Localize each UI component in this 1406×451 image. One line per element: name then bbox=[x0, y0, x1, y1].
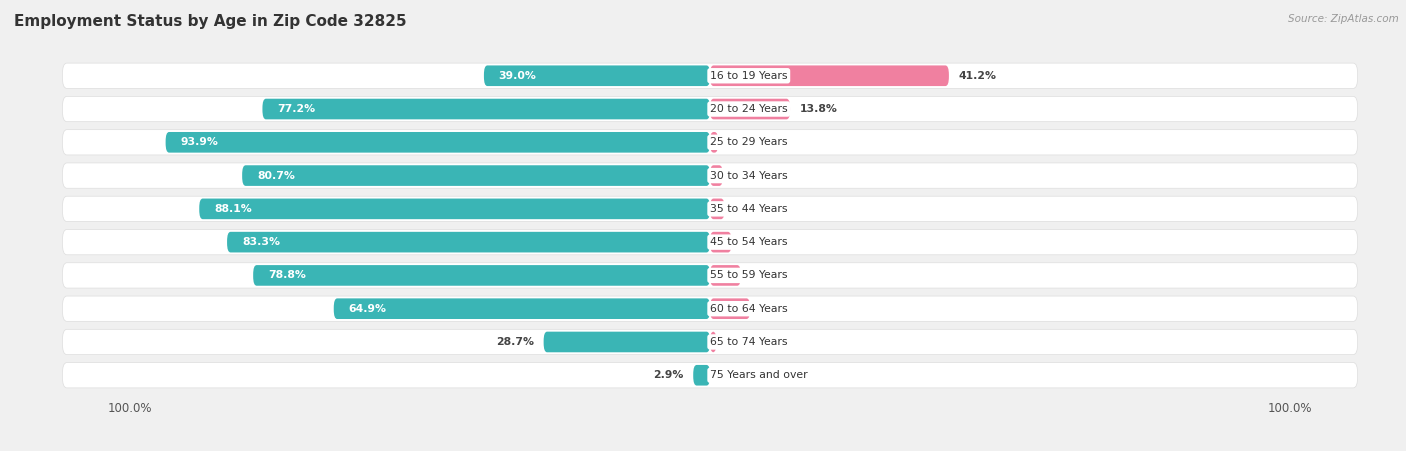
Text: 1.1%: 1.1% bbox=[727, 337, 756, 347]
Text: 2.9%: 2.9% bbox=[652, 370, 683, 380]
Text: 28.7%: 28.7% bbox=[496, 337, 534, 347]
FancyBboxPatch shape bbox=[710, 331, 717, 352]
FancyBboxPatch shape bbox=[484, 65, 710, 86]
FancyBboxPatch shape bbox=[62, 163, 1358, 188]
Text: 93.9%: 93.9% bbox=[180, 137, 218, 147]
Text: Source: ZipAtlas.com: Source: ZipAtlas.com bbox=[1288, 14, 1399, 23]
Text: 16 to 19 Years: 16 to 19 Years bbox=[710, 71, 787, 81]
Text: 20 to 24 Years: 20 to 24 Years bbox=[710, 104, 787, 114]
Text: 35 to 44 Years: 35 to 44 Years bbox=[710, 204, 787, 214]
FancyBboxPatch shape bbox=[200, 198, 710, 219]
FancyBboxPatch shape bbox=[62, 63, 1358, 88]
FancyBboxPatch shape bbox=[333, 299, 710, 319]
Text: 60 to 64 Years: 60 to 64 Years bbox=[710, 304, 787, 314]
Text: 5.3%: 5.3% bbox=[751, 271, 780, 281]
FancyBboxPatch shape bbox=[710, 165, 723, 186]
FancyBboxPatch shape bbox=[242, 165, 710, 186]
Text: 0.0%: 0.0% bbox=[720, 370, 751, 380]
Text: 3.7%: 3.7% bbox=[741, 237, 772, 247]
Text: 13.8%: 13.8% bbox=[800, 104, 838, 114]
Text: 39.0%: 39.0% bbox=[499, 71, 537, 81]
Text: 83.3%: 83.3% bbox=[242, 237, 280, 247]
Text: 65 to 74 Years: 65 to 74 Years bbox=[710, 337, 787, 347]
FancyBboxPatch shape bbox=[62, 329, 1358, 354]
FancyBboxPatch shape bbox=[710, 132, 718, 152]
Text: 64.9%: 64.9% bbox=[349, 304, 387, 314]
Text: 45 to 54 Years: 45 to 54 Years bbox=[710, 237, 787, 247]
FancyBboxPatch shape bbox=[263, 99, 710, 120]
FancyBboxPatch shape bbox=[166, 132, 710, 152]
Text: 41.2%: 41.2% bbox=[959, 71, 997, 81]
FancyBboxPatch shape bbox=[62, 196, 1358, 221]
Text: 77.2%: 77.2% bbox=[277, 104, 315, 114]
Text: 78.8%: 78.8% bbox=[269, 271, 307, 281]
Text: 55 to 59 Years: 55 to 59 Years bbox=[710, 271, 787, 281]
FancyBboxPatch shape bbox=[544, 331, 710, 352]
Text: Employment Status by Age in Zip Code 32825: Employment Status by Age in Zip Code 328… bbox=[14, 14, 406, 28]
Text: 25 to 29 Years: 25 to 29 Years bbox=[710, 137, 787, 147]
Text: 6.9%: 6.9% bbox=[759, 304, 790, 314]
Text: 2.5%: 2.5% bbox=[734, 204, 765, 214]
Text: 75 Years and over: 75 Years and over bbox=[710, 370, 807, 380]
FancyBboxPatch shape bbox=[62, 230, 1358, 255]
FancyBboxPatch shape bbox=[693, 365, 710, 386]
FancyBboxPatch shape bbox=[710, 198, 724, 219]
FancyBboxPatch shape bbox=[710, 232, 731, 253]
FancyBboxPatch shape bbox=[62, 129, 1358, 155]
FancyBboxPatch shape bbox=[62, 97, 1358, 122]
FancyBboxPatch shape bbox=[62, 263, 1358, 288]
FancyBboxPatch shape bbox=[710, 265, 741, 286]
Text: 1.4%: 1.4% bbox=[728, 137, 758, 147]
Text: 80.7%: 80.7% bbox=[257, 170, 295, 180]
FancyBboxPatch shape bbox=[62, 296, 1358, 322]
FancyBboxPatch shape bbox=[710, 299, 749, 319]
Text: 88.1%: 88.1% bbox=[214, 204, 252, 214]
FancyBboxPatch shape bbox=[253, 265, 710, 286]
FancyBboxPatch shape bbox=[62, 363, 1358, 388]
FancyBboxPatch shape bbox=[228, 232, 710, 253]
Text: 30 to 34 Years: 30 to 34 Years bbox=[710, 170, 787, 180]
Text: 2.2%: 2.2% bbox=[733, 170, 763, 180]
FancyBboxPatch shape bbox=[710, 65, 949, 86]
FancyBboxPatch shape bbox=[710, 99, 790, 120]
